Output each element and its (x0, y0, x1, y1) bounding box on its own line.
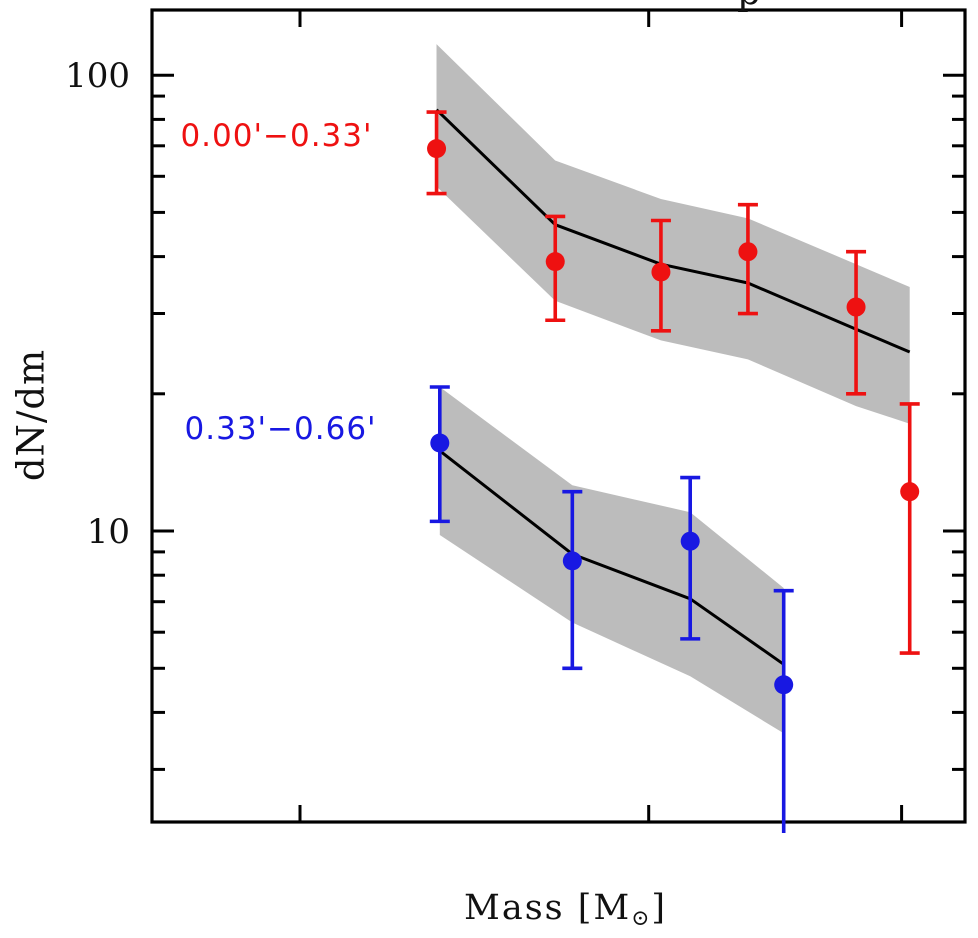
data-point-0-5 (900, 482, 920, 502)
solar-mass-icon: ⊙ (631, 906, 652, 932)
data-point-0-4 (846, 297, 866, 317)
confidence-band-0 (436, 44, 910, 424)
plot-frame (150, 8, 967, 824)
data-point-0-1 (545, 252, 565, 272)
data-point-0-3 (738, 242, 758, 262)
confidence-band-1 (439, 387, 784, 734)
data-point-0-2 (651, 262, 671, 282)
x-axis-label-text: Mass [M (464, 888, 632, 928)
data-point-1-0 (430, 433, 450, 453)
y-axis-label: dN/dm (9, 348, 53, 482)
legend-label-inner-annulus: 0.00'−0.33' (180, 118, 373, 155)
legend-label-outer-annulus: 0.33'−0.66' (184, 410, 377, 447)
x-axis-label-bracket: ] (651, 888, 668, 928)
clipped-title-glyph: p (737, 0, 761, 12)
y-tick-label-100: 100 (65, 56, 130, 96)
data-point-1-3 (774, 675, 794, 695)
clipped-title-fragment: p (737, 0, 771, 12)
data-point-1-1 (562, 551, 582, 571)
data-point-0-0 (427, 139, 447, 159)
fit-line-1 (438, 449, 785, 666)
fit-line-0 (435, 108, 911, 354)
y-tick-label-10: 10 (87, 512, 130, 552)
data-point-1-2 (680, 531, 700, 551)
x-axis-label: Mass [M⊙] (464, 888, 667, 931)
